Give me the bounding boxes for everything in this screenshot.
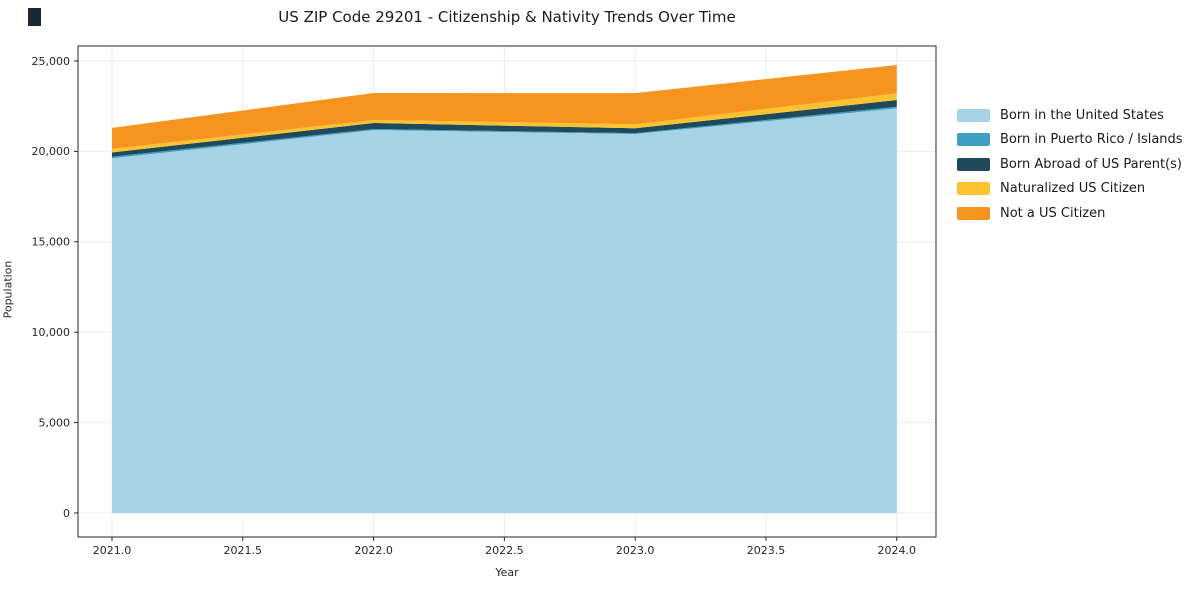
axes-frame	[77, 45, 937, 538]
x-tick-label: 2021.5	[224, 544, 263, 557]
legend-swatch	[957, 157, 990, 171]
legend-swatch	[957, 206, 990, 220]
legend-item: Naturalized US Citizen	[957, 177, 1187, 202]
y-tick-label: 0	[63, 507, 70, 520]
area-naturalized-us-citizen	[112, 93, 897, 153]
legend-label: Naturalized US Citizen	[1000, 181, 1146, 197]
legend-item: Born in the United States	[957, 103, 1187, 128]
area-born-abroad-of-us-parent-s-	[112, 100, 897, 157]
y-tick-label: 5,000	[39, 416, 71, 429]
legend-item: Born in Puerto Rico / Islands	[957, 128, 1187, 153]
y-tick-label: 20,000	[32, 145, 71, 158]
x-tick-label: 2023.5	[747, 544, 786, 557]
legend-label: Born Abroad of US Parent(s)	[1000, 156, 1182, 172]
legend-label: Born in Puerto Rico / Islands	[1000, 132, 1183, 148]
chart-title: US ZIP Code 29201 - Citizenship & Nativi…	[278, 8, 736, 26]
area-not-a-us-citizen	[112, 64, 897, 149]
x-tick-label: 2024.0	[878, 544, 917, 557]
screen-artifact-mark	[28, 8, 41, 26]
y-tick-label: 25,000	[32, 55, 71, 68]
y-tick-label: 10,000	[32, 326, 71, 339]
x-tick-label: 2022.5	[485, 544, 524, 557]
legend-swatch	[957, 108, 990, 122]
legend: Born in the United States Born in Puerto …	[957, 103, 1187, 226]
legend-label: Born in the United States	[1000, 107, 1164, 123]
legend-swatch	[957, 182, 990, 196]
legend-swatch	[957, 133, 990, 147]
y-tick-label: 15,000	[32, 236, 71, 249]
x-axis-label: Year	[495, 566, 519, 579]
legend-item: Born Abroad of US Parent(s)	[957, 152, 1187, 177]
legend-item: Not a US Citizen	[957, 201, 1187, 226]
y-axis-label: Population	[1, 260, 15, 319]
x-tick-label: 2023.0	[616, 544, 655, 557]
x-tick-label: 2022.0	[354, 544, 393, 557]
legend-label: Not a US Citizen	[1000, 205, 1106, 221]
area-born-in-the-united-states	[112, 108, 897, 513]
x-tick-label: 2021.0	[93, 544, 132, 557]
